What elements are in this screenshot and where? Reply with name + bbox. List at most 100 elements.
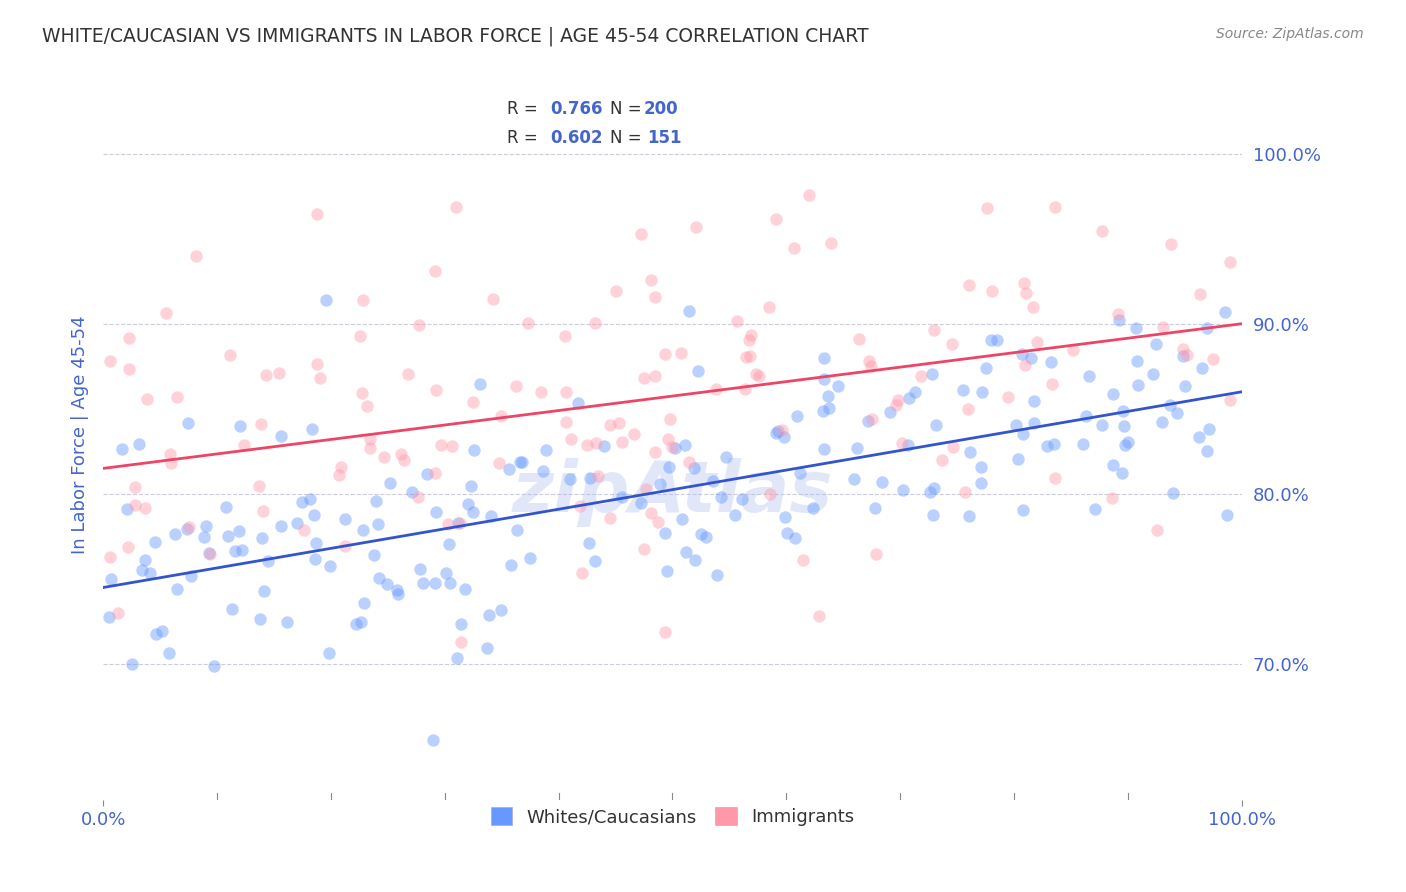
Whites/Caucasians (682, 460, 704, 475)
Immigrants (489, 409, 512, 424)
Immigrants (953, 484, 976, 499)
Immigrants (359, 442, 381, 456)
Whites/Caucasians (724, 508, 747, 523)
Whites/Caucasians (1111, 466, 1133, 480)
Whites/Caucasians (150, 624, 173, 638)
Whites/Caucasians (675, 545, 697, 559)
Immigrants (569, 499, 592, 513)
Text: Source: ZipAtlas.com: Source: ZipAtlas.com (1216, 27, 1364, 41)
Immigrants (554, 328, 576, 343)
Whites/Caucasians (786, 409, 808, 423)
Whites/Caucasians (318, 646, 340, 660)
Whites/Caucasians (1126, 354, 1149, 368)
Immigrants (942, 440, 965, 454)
Whites/Caucasians (879, 405, 901, 419)
Whites/Caucasians (291, 495, 314, 509)
Immigrants (269, 366, 291, 380)
Whites/Caucasians (367, 571, 389, 585)
Whites/Caucasians (583, 553, 606, 567)
Whites/Caucasians (509, 455, 531, 469)
Immigrants (607, 417, 630, 431)
Immigrants (997, 390, 1019, 404)
Whites/Caucasians (221, 602, 243, 616)
Whites/Caucasians (1215, 508, 1237, 523)
Whites/Caucasians (1159, 398, 1181, 412)
Immigrants (583, 316, 606, 330)
Immigrants (356, 399, 378, 413)
Whites/Caucasians (579, 470, 602, 484)
Immigrants (659, 412, 682, 426)
Immigrants (441, 439, 464, 453)
Whites/Caucasians (1128, 377, 1150, 392)
Immigrants (1219, 393, 1241, 408)
Immigrants (647, 516, 669, 530)
Whites/Caucasians (447, 516, 470, 530)
Whites/Caucasians (145, 627, 167, 641)
Immigrants (797, 188, 820, 202)
Immigrants (328, 467, 350, 482)
Whites/Caucasians (706, 567, 728, 582)
Whites/Caucasians (422, 733, 444, 747)
Whites/Caucasians (863, 500, 886, 515)
Whites/Caucasians (1084, 502, 1107, 516)
Whites/Caucasians (350, 615, 373, 629)
Immigrants (560, 432, 582, 446)
Immigrants (848, 332, 870, 346)
Whites/Caucasians (165, 527, 187, 541)
Immigrants (254, 368, 277, 382)
Whites/Caucasians (1074, 409, 1097, 423)
Whites/Caucasians (1114, 438, 1136, 452)
Whites/Caucasians (664, 442, 686, 456)
Whites/Caucasians (922, 481, 945, 495)
Immigrants (640, 273, 662, 287)
Whites/Caucasians (1195, 320, 1218, 334)
Whites/Caucasians (898, 391, 921, 405)
Immigrants (633, 542, 655, 557)
Whites/Caucasians (333, 512, 356, 526)
Whites/Caucasians (463, 443, 485, 458)
Whites/Caucasians (1035, 439, 1057, 453)
Whites/Caucasians (276, 615, 298, 630)
Whites/Caucasians (918, 484, 941, 499)
Immigrants (505, 379, 527, 393)
Whites/Caucasians (630, 495, 652, 509)
Immigrants (976, 201, 998, 215)
Whites/Caucasians (921, 367, 943, 381)
Immigrants (219, 348, 242, 362)
Whites/Caucasians (986, 333, 1008, 347)
Immigrants (555, 415, 578, 429)
Immigrants (461, 394, 484, 409)
Whites/Caucasians (439, 575, 461, 590)
Immigrants (745, 367, 768, 381)
Whites/Caucasians (702, 475, 724, 489)
Whites/Caucasians (683, 552, 706, 566)
Whites/Caucasians (446, 650, 468, 665)
Immigrants (117, 540, 139, 554)
Whites/Caucasians (818, 401, 841, 415)
Whites/Caucasians (1116, 434, 1139, 449)
Whites/Caucasians (134, 553, 156, 567)
Whites/Caucasians (352, 523, 374, 537)
Immigrants (759, 487, 782, 501)
Whites/Caucasians (363, 548, 385, 562)
Whites/Caucasians (1022, 393, 1045, 408)
Whites/Caucasians (813, 351, 835, 365)
Whites/Caucasians (972, 384, 994, 399)
Whites/Caucasians (567, 396, 589, 410)
Immigrants (124, 480, 146, 494)
Whites/Caucasians (1112, 404, 1135, 418)
Whites/Caucasians (519, 551, 541, 566)
Whites/Caucasians (766, 424, 789, 438)
Whites/Caucasians (1091, 418, 1114, 433)
Immigrants (430, 438, 453, 452)
Immigrants (1188, 287, 1211, 301)
Whites/Caucasians (489, 603, 512, 617)
Immigrants (891, 435, 914, 450)
Whites/Caucasians (1021, 351, 1043, 365)
Immigrants (1043, 471, 1066, 485)
Whites/Caucasians (477, 640, 499, 655)
Immigrants (644, 368, 666, 383)
Whites/Caucasians (658, 460, 681, 475)
Immigrants (630, 227, 652, 241)
Whites/Caucasians (257, 553, 280, 567)
